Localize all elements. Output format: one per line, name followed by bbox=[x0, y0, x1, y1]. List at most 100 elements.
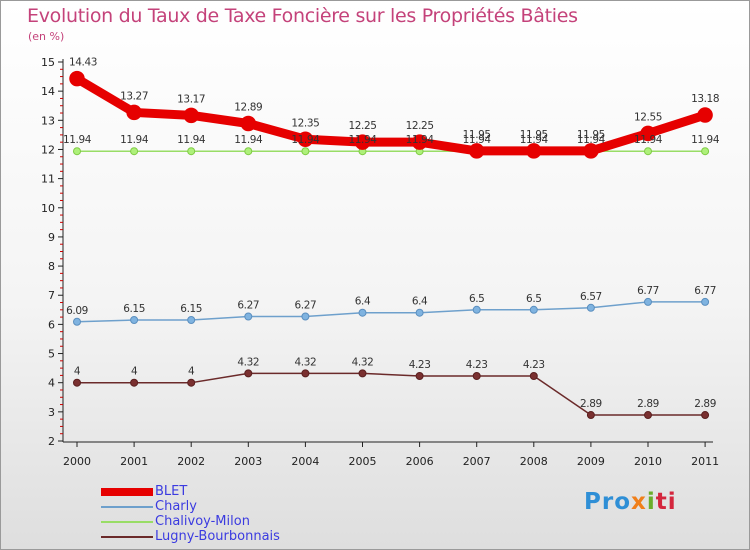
data-label-lugny-bourbonnais: 4.32 bbox=[352, 356, 374, 368]
data-point-charly bbox=[644, 297, 652, 306]
data-point-charly bbox=[586, 303, 595, 312]
data-label-chalivoy-milon: 11.94 bbox=[577, 134, 606, 146]
data-label-charly: 6.5 bbox=[469, 293, 485, 305]
chart-subtitle: (en %) bbox=[28, 30, 65, 43]
data-point-chalivoy-milon bbox=[73, 147, 81, 156]
data-point-lugny-bourbonnais bbox=[244, 369, 253, 378]
data-label-charly: 6.57 bbox=[580, 291, 602, 303]
data-label-charly: 6.09 bbox=[66, 305, 88, 317]
data-label-lugny-bourbonnais: 2.89 bbox=[580, 398, 602, 410]
y-tick-label: 2 bbox=[48, 435, 55, 448]
data-point-charly bbox=[529, 305, 538, 314]
y-tick-label: 4 bbox=[48, 377, 55, 390]
y-tick-label: 8 bbox=[48, 260, 55, 273]
data-point-lugny-bourbonnais bbox=[73, 378, 81, 387]
data-label-chalivoy-milon: 11.94 bbox=[463, 134, 492, 146]
logo-text-pro: Pro bbox=[584, 489, 632, 515]
data-label-chalivoy-milon: 11.94 bbox=[63, 134, 92, 146]
data-label-blet: 11.95 bbox=[577, 129, 605, 141]
data-point-charly bbox=[415, 308, 424, 317]
x-tick-label: 2009 bbox=[577, 455, 605, 468]
x-tick-label: 2011 bbox=[691, 455, 719, 468]
data-point-chalivoy-milon bbox=[187, 147, 196, 156]
data-label-blet: 13.27 bbox=[120, 90, 148, 102]
data-point-chalivoy-milon bbox=[644, 147, 652, 156]
data-label-blet: 13.17 bbox=[177, 93, 205, 105]
x-tick-label: 2008 bbox=[520, 455, 548, 468]
data-label-charly: 6.77 bbox=[637, 285, 659, 297]
data-label-lugny-bourbonnais: 4.23 bbox=[409, 359, 431, 371]
data-point-chalivoy-milon bbox=[130, 147, 139, 156]
y-tick-label: 10 bbox=[41, 202, 55, 215]
data-point-charly bbox=[187, 316, 196, 325]
proxiti-logo: Proxiti bbox=[584, 489, 677, 515]
data-point-blet bbox=[126, 104, 142, 121]
data-label-lugny-bourbonnais: 2.89 bbox=[694, 398, 716, 410]
data-label-chalivoy-milon: 11.94 bbox=[634, 134, 663, 146]
data-point-lugny-bourbonnais bbox=[701, 411, 710, 420]
legend-label-chalivoy-milon: Chalivoy-Milon bbox=[155, 514, 250, 529]
data-point-blet bbox=[411, 134, 428, 150]
data-point-charly bbox=[301, 312, 310, 321]
y-tick-label: 11 bbox=[41, 173, 55, 186]
data-label-charly: 6.15 bbox=[123, 303, 145, 315]
data-label-chalivoy-milon: 11.94 bbox=[234, 134, 263, 146]
data-point-blet bbox=[526, 143, 542, 159]
data-point-blet bbox=[640, 125, 656, 142]
data-label-blet: 12.55 bbox=[634, 111, 662, 123]
data-label-lugny-bourbonnais: 4 bbox=[131, 366, 138, 378]
data-point-lugny-bourbonnais bbox=[301, 369, 310, 378]
data-label-blet: 12.35 bbox=[291, 117, 319, 129]
legend-label-charly: Charly bbox=[155, 499, 197, 514]
data-label-chalivoy-milon: 11.94 bbox=[348, 134, 377, 146]
data-point-charly bbox=[701, 297, 710, 306]
x-tick-label: 2005 bbox=[349, 455, 377, 468]
data-label-blet: 14.43 bbox=[69, 57, 97, 69]
x-tick-label: 2006 bbox=[406, 455, 434, 468]
x-tick-label: 2000 bbox=[63, 455, 91, 468]
data-point-charly bbox=[244, 312, 253, 321]
data-point-blet bbox=[697, 107, 713, 123]
legend-swatch-chalivoy-milon bbox=[101, 521, 153, 523]
data-label-lugny-bourbonnais: 4 bbox=[74, 366, 81, 378]
data-label-chalivoy-milon: 11.94 bbox=[520, 134, 549, 146]
data-label-blet: 12.25 bbox=[406, 120, 434, 132]
data-label-charly: 6.4 bbox=[412, 296, 428, 308]
data-point-chalivoy-milon bbox=[244, 147, 253, 156]
x-tick-label: 2002 bbox=[177, 455, 205, 468]
data-label-blet: 13.18 bbox=[691, 93, 719, 105]
x-tick-label: 2007 bbox=[463, 455, 491, 468]
x-tick-label: 2004 bbox=[291, 455, 319, 468]
y-tick-label: 5 bbox=[48, 348, 55, 361]
y-tick-label: 3 bbox=[48, 406, 55, 419]
logo-text-x: x bbox=[631, 489, 647, 515]
y-tick-label: 15 bbox=[41, 56, 55, 69]
data-point-lugny-bourbonnais bbox=[644, 411, 652, 420]
data-point-blet bbox=[297, 131, 314, 148]
data-label-charly: 6.27 bbox=[237, 300, 259, 312]
data-point-blet bbox=[583, 143, 599, 159]
data-label-lugny-bourbonnais: 4 bbox=[188, 366, 195, 378]
y-tick-label: 9 bbox=[48, 231, 55, 244]
y-tick-label: 7 bbox=[48, 289, 55, 302]
data-point-blet bbox=[240, 115, 257, 132]
logo-text-i: i bbox=[646, 489, 656, 515]
data-label-lugny-bourbonnais: 4.32 bbox=[295, 356, 317, 368]
data-point-lugny-bourbonnais bbox=[586, 411, 595, 420]
data-point-charly bbox=[130, 316, 139, 325]
data-point-chalivoy-milon bbox=[701, 147, 710, 156]
data-label-blet: 12.89 bbox=[234, 102, 262, 114]
data-label-charly: 6.5 bbox=[526, 293, 542, 305]
y-tick-label: 14 bbox=[41, 85, 55, 98]
legend-swatch-blet bbox=[101, 488, 153, 496]
x-tick-label: 2010 bbox=[634, 455, 662, 468]
data-label-charly: 6.77 bbox=[694, 285, 716, 297]
data-point-blet bbox=[468, 143, 485, 159]
data-point-lugny-bourbonnais bbox=[415, 371, 424, 380]
x-tick-label: 2001 bbox=[120, 455, 148, 468]
legend-swatch-charly bbox=[101, 506, 153, 508]
data-point-blet bbox=[354, 134, 371, 150]
data-point-lugny-bourbonnais bbox=[187, 378, 196, 387]
chart-title: Evolution du Taux de Taxe Foncière sur l… bbox=[27, 5, 578, 27]
